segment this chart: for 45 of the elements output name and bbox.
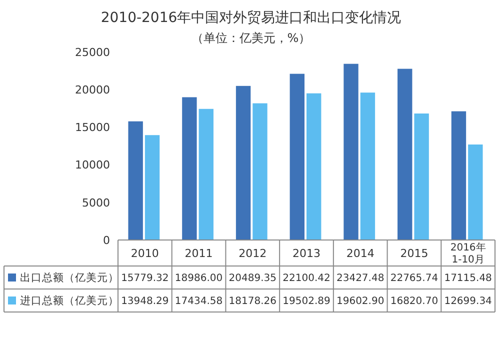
bar xyxy=(344,64,358,240)
bar xyxy=(398,68,412,240)
data-label: 16820.70 xyxy=(390,296,438,307)
y-tick-label: 15000 xyxy=(75,121,110,134)
chart-subtitle: （单位：亿美元，%） xyxy=(191,31,311,45)
data-label: 18986.00 xyxy=(174,273,223,284)
chart-title: 2010-2016年中国对外贸易进口和出口变化情况 xyxy=(100,10,402,26)
data-label: 15779.32 xyxy=(121,273,169,284)
data-label: 23427.48 xyxy=(336,273,384,284)
bar xyxy=(236,86,251,240)
legend-label: 进口总额（亿美元） xyxy=(20,294,119,308)
x-tick-label: 2011 xyxy=(184,246,213,260)
data-label: 17434.58 xyxy=(174,296,223,307)
data-label: 22100.42 xyxy=(282,273,330,284)
bar xyxy=(306,93,322,240)
bar xyxy=(290,74,304,240)
bar xyxy=(144,135,160,240)
data-label: 17115.48 xyxy=(444,273,492,284)
y-tick-label: 5000 xyxy=(82,196,110,210)
data-label: 13948.29 xyxy=(121,296,169,307)
data-label: 19502.89 xyxy=(282,296,330,307)
bar xyxy=(360,92,376,240)
bar xyxy=(414,114,429,240)
data-label: 18178.26 xyxy=(228,296,276,307)
bar xyxy=(468,144,483,240)
data-label: 19602.90 xyxy=(336,296,384,307)
data-label: 22765.74 xyxy=(390,273,438,284)
x-tick-label: 2014 xyxy=(346,246,374,260)
bar xyxy=(451,111,466,240)
bar xyxy=(252,103,268,240)
x-tick-label: 2015 xyxy=(400,246,428,260)
y-tick-label: 10000 xyxy=(75,158,110,172)
y-tick-label: 0 xyxy=(103,234,110,247)
x-tick-label: 2010 xyxy=(130,246,159,260)
legend-label: 出口总额（亿美元） xyxy=(20,271,119,284)
bar xyxy=(198,108,214,240)
x-tick-label: 2016年 1-10月 xyxy=(450,242,486,266)
y-tick-label: 25000 xyxy=(75,46,110,59)
y-tick-label: 20000 xyxy=(75,83,110,96)
bar xyxy=(128,121,143,240)
x-tick-label: 2013 xyxy=(292,246,320,260)
data-label: 20489.35 xyxy=(228,273,276,284)
x-tick-label: 2012 xyxy=(238,246,267,260)
bar xyxy=(182,97,197,240)
data-label: 12699.34 xyxy=(444,296,492,307)
